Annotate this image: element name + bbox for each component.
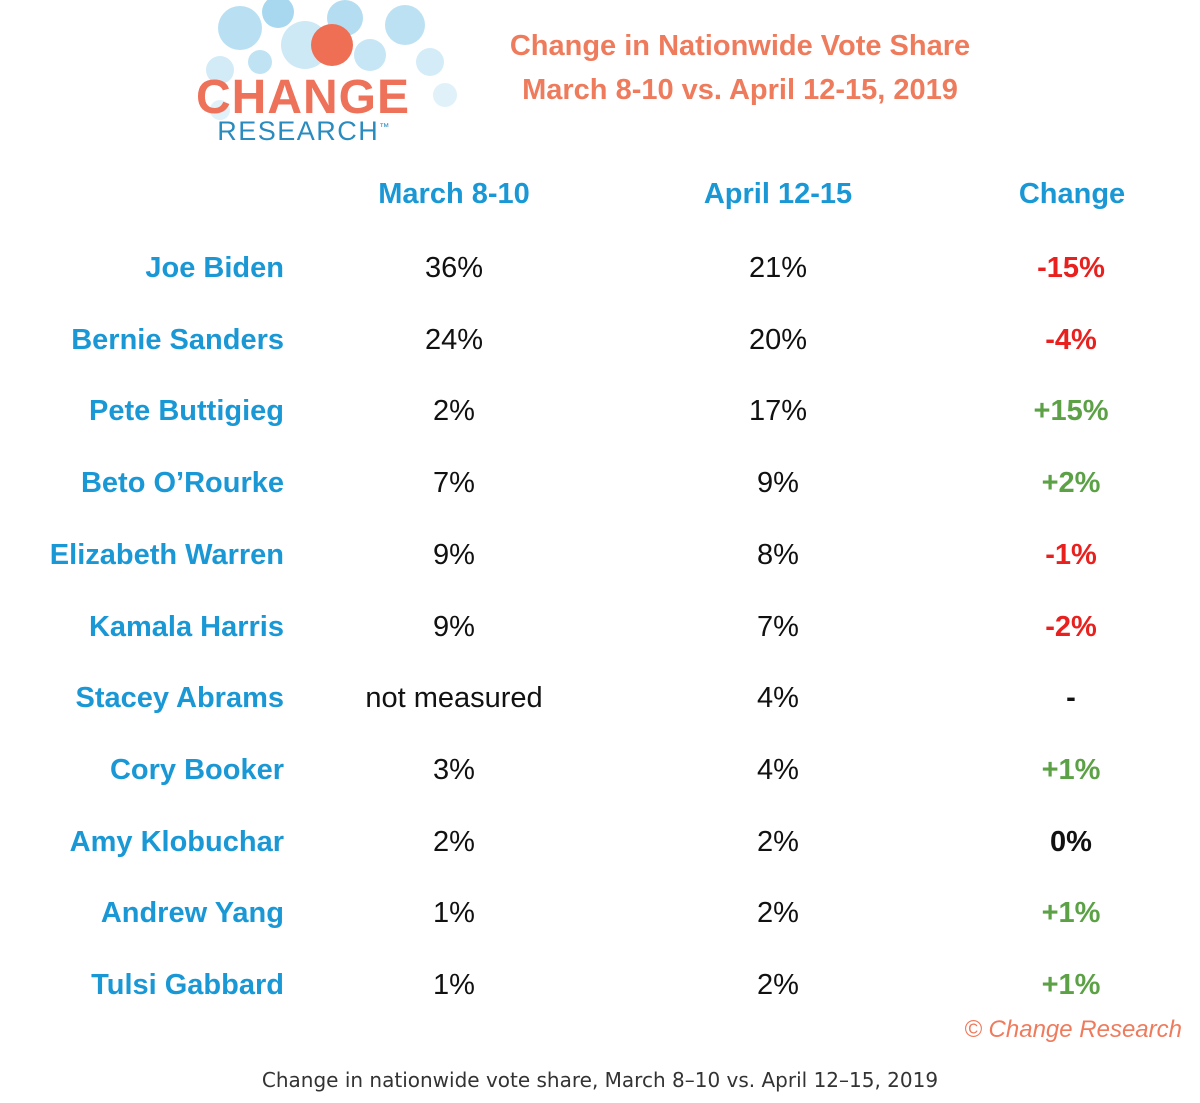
logo-dot [206,56,234,84]
table-row: Kamala Harris 9% 7% -2% [0,603,1200,651]
logo-dot [385,5,425,45]
march-value: 2% [433,826,475,858]
candidate-name: Joe Biden [145,252,284,284]
table-row: Joe Biden 36% 21% -15% [0,244,1200,292]
table-row: Stacey Abrams not measured 4% - [0,674,1200,722]
logo-dot [416,48,444,76]
logo-dot [218,6,262,50]
logo-word-change: CHANGE [195,71,410,124]
logo-accent-dot [311,24,353,66]
change-value: -15% [1037,252,1105,284]
logo-dot [248,50,272,74]
april-value: 2% [757,897,799,929]
column-header-change: Change [1018,178,1126,210]
copyright-note: © Change Research [964,1016,1182,1043]
change-value: -4% [1045,324,1097,356]
table-row: Tulsi Gabbard 1% 2% +1% [0,961,1200,1009]
april-value: 9% [757,467,799,499]
change-value: +1% [1041,897,1101,929]
logo-dot [210,100,230,120]
change-value: +1% [1041,969,1101,1001]
candidate-name: Beto O’Rourke [80,467,284,499]
march-value: 9% [433,539,475,571]
logo-research-text: RESEARCH [217,116,380,146]
change-value: -2% [1045,611,1097,643]
change-value: +1% [1041,754,1101,786]
april-value: 7% [757,611,799,643]
logo-dot [354,39,386,71]
candidate-name: Bernie Sanders [71,324,284,356]
chart-title: Change in Nationwide Vote Share [509,30,971,62]
change-research-logo: CHANGE RESEARCH™ [190,0,480,160]
change-value: - [1066,682,1076,714]
march-value: 1% [433,969,475,1001]
column-header-march: March 8-10 [378,178,530,210]
april-value: 20% [748,324,808,356]
march-value: 2% [433,395,475,427]
march-value: 9% [433,611,475,643]
april-value: 21% [748,252,808,284]
change-value: -1% [1045,539,1097,571]
logo-dots-graphic [206,0,457,120]
table-row: Pete Buttigieg 2% 17% +15% [0,387,1200,435]
table-row: Cory Booker 3% 4% +1% [0,746,1200,794]
change-value: +15% [1033,395,1109,427]
april-value: 17% [748,395,808,427]
candidate-name: Andrew Yang [100,897,284,929]
april-value: 8% [757,539,799,571]
april-value: 2% [757,969,799,1001]
logo-trademark: ™ [379,122,391,133]
march-value: 24% [424,324,484,356]
table-row: Andrew Yang 1% 2% +1% [0,889,1200,937]
logo-dot [433,83,457,107]
logo-dot [262,0,294,28]
march-value: 1% [433,897,475,929]
candidate-name: Pete Buttigieg [89,395,284,427]
candidate-name: Tulsi Gabbard [91,969,284,1001]
logo-word-research: RESEARCH™ [159,116,449,147]
march-value: 7% [433,467,475,499]
chart-subtitle: March 8-10 vs. April 12-15, 2019 [522,74,958,106]
april-value: 4% [757,754,799,786]
candidate-name: Cory Booker [109,754,284,786]
candidate-name: Amy Klobuchar [69,826,284,858]
candidate-name: Elizabeth Warren [49,539,284,571]
table-row: Elizabeth Warren 9% 8% -1% [0,531,1200,579]
column-header-april: April 12-15 [703,178,853,210]
april-value: 4% [757,682,799,714]
change-value: +2% [1041,467,1101,499]
figure-caption: Change in nationwide vote share, March 8… [261,1068,939,1092]
march-value: 3% [433,754,475,786]
march-value: not measured [365,682,543,714]
table-row: Amy Klobuchar 2% 2% 0% [0,818,1200,866]
april-value: 2% [757,826,799,858]
table-row: Beto O’Rourke 7% 9% +2% [0,459,1200,507]
candidate-name: Stacey Abrams [75,682,284,714]
candidate-name: Kamala Harris [88,611,284,643]
march-value: 36% [424,252,484,284]
table-row: Bernie Sanders 24% 20% -4% [0,316,1200,364]
change-value: 0% [1050,826,1092,858]
